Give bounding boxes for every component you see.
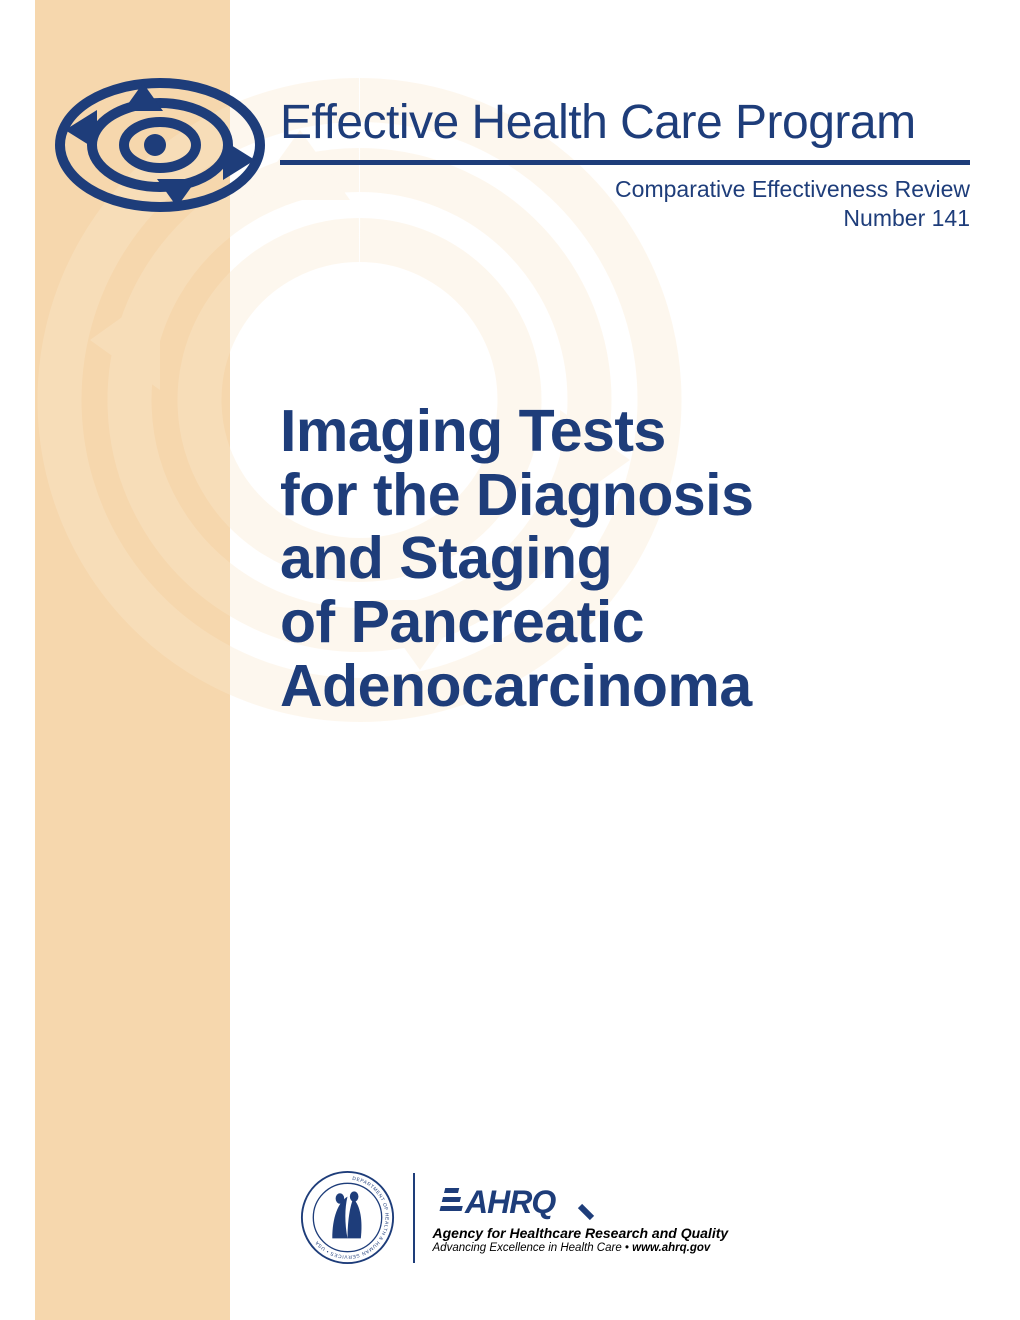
subtitle-line2: Number 141 xyxy=(580,204,970,233)
document-title: Imaging Tests for the Diagnosis and Stag… xyxy=(280,400,753,719)
ahrq-tagline-prefix: Advancing Excellence in Health Care • xyxy=(433,1242,633,1254)
ehcp-swirl-logo xyxy=(55,75,265,215)
header-rule xyxy=(280,160,970,165)
program-title: Effective Health Care Program xyxy=(280,95,916,150)
footer-logo-row: DEPARTMENT OF HEALTH & HUMAN SERVICES • … xyxy=(300,1170,728,1265)
title-line: and Staging xyxy=(280,527,753,591)
ahrq-logo-icon: AHRQ xyxy=(433,1181,603,1221)
title-line: for the Diagnosis xyxy=(280,464,753,528)
ahrq-tagline: Advancing Excellence in Health Care • ww… xyxy=(433,1242,729,1254)
hhs-seal-icon: DEPARTMENT OF HEALTH & HUMAN SERVICES • … xyxy=(300,1170,395,1265)
title-line: Adenocarcinoma xyxy=(280,655,753,719)
ahrq-agency-name: Agency for Healthcare Research and Quali… xyxy=(433,1225,729,1241)
ahrq-url: www.ahrq.gov xyxy=(632,1242,710,1254)
ahrq-logo-text: AHRQ xyxy=(464,1184,556,1220)
subtitle-line1: Comparative Effectiveness Review xyxy=(580,175,970,204)
review-subtitle: Comparative Effectiveness Review Number … xyxy=(580,175,970,233)
ahrq-block: AHRQ Agency for Healthcare Research and … xyxy=(433,1181,729,1254)
footer-divider xyxy=(413,1173,415,1263)
title-line: of Pancreatic xyxy=(280,591,753,655)
title-line: Imaging Tests xyxy=(280,400,753,464)
